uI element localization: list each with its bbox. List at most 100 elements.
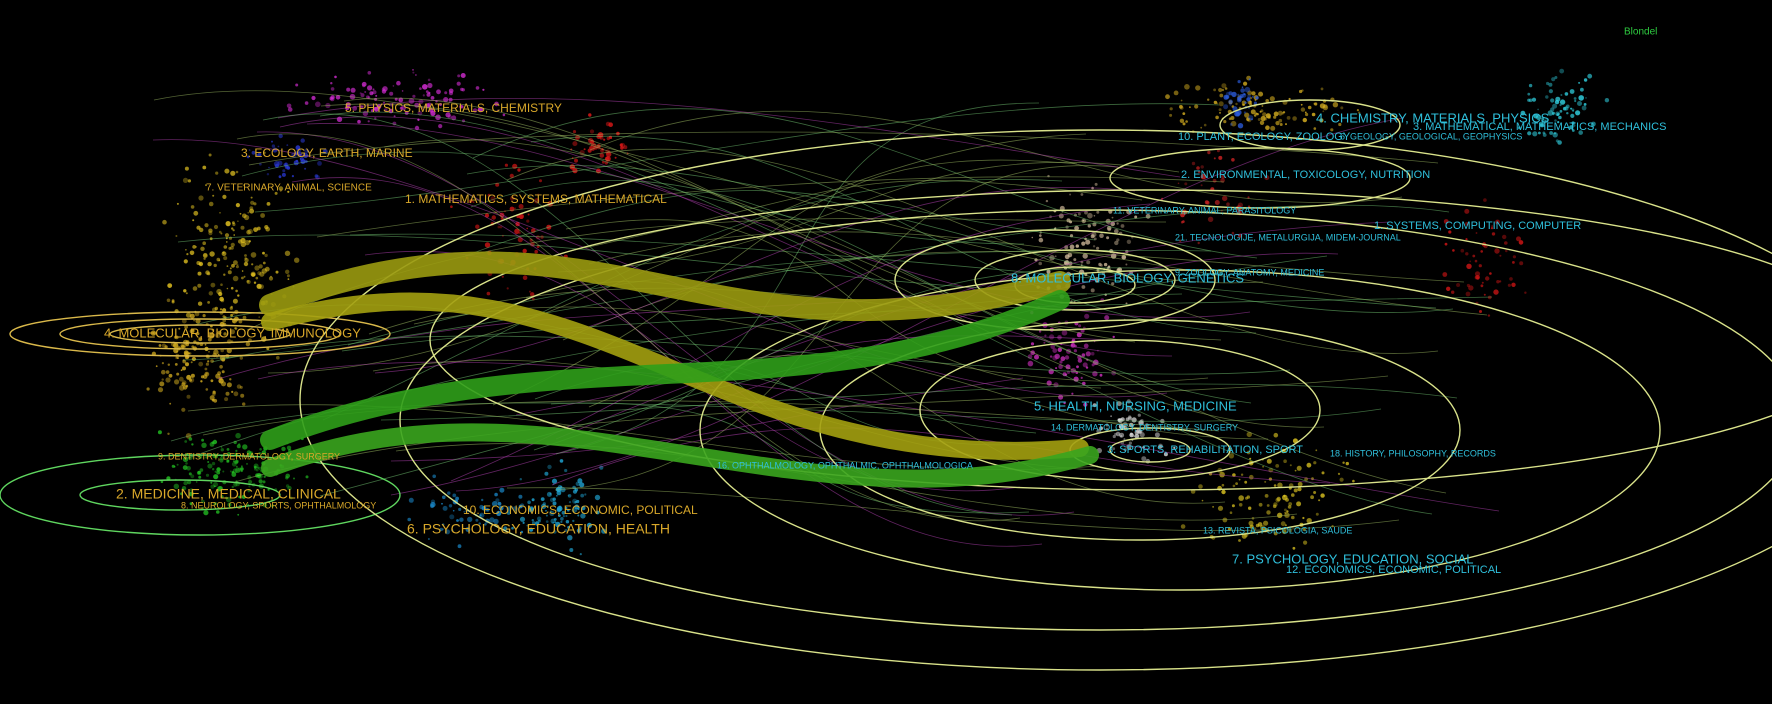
- dot: [1542, 133, 1547, 137]
- dot: [207, 301, 211, 304]
- dot: [266, 202, 271, 206]
- dot: [248, 240, 251, 243]
- dot: [1105, 427, 1109, 431]
- dot: [1206, 201, 1210, 205]
- dot: [186, 253, 189, 256]
- dot: [1120, 435, 1123, 438]
- dot: [224, 233, 230, 238]
- dot: [203, 257, 206, 260]
- dot: [183, 350, 189, 356]
- dot: [1528, 83, 1533, 88]
- dot: [458, 507, 462, 511]
- dot: [595, 510, 600, 515]
- dot: [322, 149, 328, 154]
- dot: [247, 503, 250, 506]
- dot: [1054, 255, 1057, 258]
- ellipse: [429, 189, 1772, 491]
- cluster-label: 9. DENTISTRY, DERMATOLOGY, SURGERY: [158, 451, 340, 461]
- dot: [274, 191, 278, 195]
- dot: [1075, 244, 1080, 248]
- dot: [1200, 173, 1207, 180]
- dot: [1232, 484, 1236, 488]
- dot: [1235, 482, 1238, 485]
- dot: [460, 73, 466, 78]
- dot: [1313, 127, 1317, 130]
- dot: [246, 280, 250, 283]
- dot: [1559, 99, 1566, 105]
- dot: [159, 381, 165, 387]
- dot: [1444, 242, 1448, 246]
- dot: [216, 510, 220, 514]
- dot: [580, 493, 585, 498]
- dot: [175, 235, 178, 237]
- dot: [1212, 506, 1214, 508]
- dot: [1228, 117, 1232, 121]
- dot: [259, 271, 265, 277]
- dot: [219, 308, 223, 311]
- dot: [1238, 495, 1244, 501]
- dot: [165, 370, 170, 374]
- dot: [1039, 234, 1042, 237]
- dot: [175, 356, 178, 360]
- dot: [1262, 465, 1264, 468]
- citation-arc: [589, 110, 1403, 203]
- dot: [1084, 313, 1090, 319]
- dot: [1099, 233, 1104, 238]
- dot: [1566, 112, 1569, 115]
- cluster-label: 18. HISTORY, PHILOSOPHY, RECORDS: [1330, 448, 1496, 458]
- dot: [547, 464, 552, 470]
- dot: [247, 211, 250, 214]
- dot: [277, 145, 280, 148]
- dot: [567, 494, 572, 498]
- dot: [221, 370, 225, 374]
- ellipse: [0, 454, 401, 536]
- citation-arc: [390, 377, 1024, 462]
- dot: [1194, 104, 1199, 109]
- dot: [1544, 119, 1549, 123]
- dot: [271, 140, 273, 143]
- dot: [1292, 546, 1296, 550]
- dot: [1571, 121, 1575, 125]
- dot: [519, 516, 526, 522]
- dot: [230, 246, 234, 250]
- dot: [287, 107, 293, 112]
- dot: [1054, 353, 1060, 360]
- dot: [550, 510, 552, 512]
- dot: [360, 93, 365, 98]
- dot: [531, 521, 536, 525]
- dot: [1254, 99, 1257, 102]
- dot: [174, 363, 178, 366]
- dot: [442, 523, 445, 526]
- dot: [304, 167, 307, 170]
- dot: [262, 261, 266, 265]
- dot: [1237, 93, 1240, 96]
- dot: [1319, 118, 1324, 123]
- dot: [1276, 496, 1281, 502]
- dot: [1049, 334, 1055, 340]
- dot: [1249, 457, 1252, 460]
- dot: [491, 501, 498, 507]
- dot: [529, 290, 531, 293]
- dot: [1583, 78, 1588, 82]
- dot: [489, 517, 495, 523]
- dot: [229, 470, 232, 473]
- dot: [1105, 423, 1109, 427]
- dot: [577, 514, 580, 517]
- citation-arc: [588, 231, 1488, 316]
- dot: [258, 316, 261, 318]
- dot: [187, 179, 191, 183]
- dot: [1103, 262, 1108, 267]
- cluster-label: 2. MEDICINE, MEDICAL, CLINICAL: [116, 486, 341, 502]
- dot: [1548, 82, 1553, 87]
- dot: [1094, 182, 1098, 186]
- dot: [161, 369, 166, 375]
- dot: [1200, 165, 1204, 169]
- dot: [1550, 98, 1555, 103]
- dot: [1578, 95, 1584, 101]
- dot: [478, 522, 481, 525]
- dot: [213, 502, 217, 506]
- dot: [1320, 87, 1324, 91]
- dot: [522, 275, 528, 281]
- dot: [1266, 458, 1272, 464]
- dot: [499, 487, 505, 493]
